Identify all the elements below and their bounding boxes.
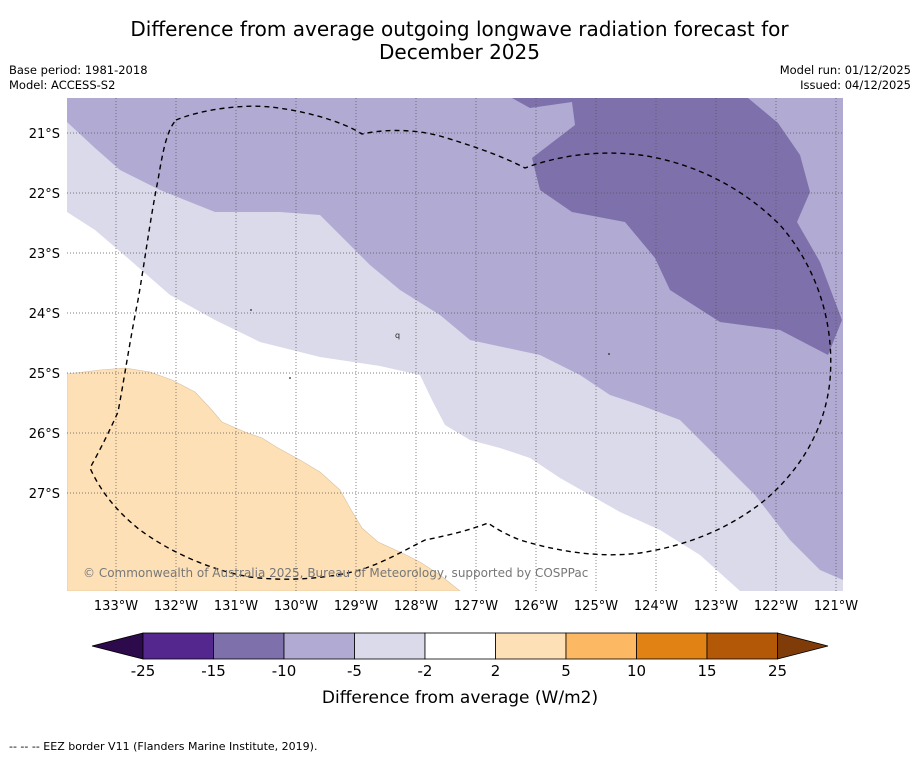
colorbar-segment-2 xyxy=(213,632,285,660)
band-2-5 xyxy=(67,367,461,591)
colorbar-segment-5 xyxy=(424,632,496,660)
chart-title: Difference from average outgoing longwav… xyxy=(0,18,919,64)
band-minus15-minus10 xyxy=(512,98,842,355)
colorbar-segment-9 xyxy=(706,632,778,660)
colorbar-under-triangle xyxy=(91,632,144,660)
title-line-2: December 2025 xyxy=(379,40,540,64)
lon-label-121: 121°W xyxy=(814,599,858,614)
lat-label-23: 23°S xyxy=(29,247,60,262)
islet-1 xyxy=(250,309,252,311)
colorbar-segment-1 xyxy=(142,632,214,660)
model-run: Model run: 01/12/2025 xyxy=(779,63,911,77)
colorbar-tick-2: -10 xyxy=(272,662,297,680)
lat-label-26: 26°S xyxy=(29,427,60,442)
lat-label-24: 24°S xyxy=(29,307,60,322)
colorbar-tick-0: -25 xyxy=(131,662,156,680)
islet-label: q xyxy=(395,331,400,340)
colorbar-tick-7: 10 xyxy=(627,662,646,680)
colorbar-tick-3: -5 xyxy=(347,662,362,680)
lon-label-125: 125°W xyxy=(574,599,618,614)
copyright-text: © Commonwealth of Australia 2025, Bureau… xyxy=(83,566,588,580)
base-period: Base period: 1981-2018 xyxy=(9,63,148,77)
issued-date: Issued: 04/12/2025 xyxy=(800,78,911,92)
map: © Commonwealth of Australia 2025, Bureau… xyxy=(29,98,858,614)
meta-right: Model run: 01/12/2025 Issued: 04/12/2025 xyxy=(780,63,911,93)
colorbar-segment-6 xyxy=(495,632,567,660)
lon-label-124: 124°W xyxy=(634,599,678,614)
lon-label-122: 122°W xyxy=(754,599,798,614)
colorbar-tick-4: -2 xyxy=(418,662,433,680)
colorbar: -25 -15 -10 -5 -2 2 5 10 15 25 Differenc… xyxy=(91,632,829,708)
eez-border xyxy=(89,105,832,580)
lat-label-22: 22°S xyxy=(29,187,60,202)
title-line-1: Difference from average outgoing longwav… xyxy=(130,17,789,41)
colorbar-over-triangle xyxy=(777,632,829,660)
meta-left: Base period: 1981-2018 Model: ACCESS-S2 xyxy=(9,63,148,93)
gridlines xyxy=(67,98,843,591)
colorbar-segment-8 xyxy=(636,632,708,660)
lon-label-129: 129°W xyxy=(334,599,378,614)
lat-label-25: 25°S xyxy=(29,367,60,382)
islet-3 xyxy=(608,353,610,355)
colorbar-tick-5: 2 xyxy=(491,662,501,680)
map-fill xyxy=(67,98,843,591)
colorbar-segment-7 xyxy=(565,632,637,660)
lon-label-127: 127°W xyxy=(454,599,498,614)
islet-2 xyxy=(289,377,291,379)
colorbar-label: Difference from average (W/m2) xyxy=(322,688,598,708)
lon-label-133: 133°W xyxy=(94,599,138,614)
model-name: Model: ACCESS-S2 xyxy=(9,78,116,92)
colorbar-tick-1: -15 xyxy=(201,662,226,680)
colorbar-tick-9: 25 xyxy=(768,662,787,680)
lon-label-130: 130°W xyxy=(274,599,318,614)
lat-label-21: 21°S xyxy=(29,127,60,142)
colorbar-tick-6: 5 xyxy=(561,662,571,680)
lon-label-132: 132°W xyxy=(154,599,198,614)
colorbar-tick-8: 15 xyxy=(697,662,716,680)
lat-label-27: 27°S xyxy=(29,487,60,502)
lon-label-126: 126°W xyxy=(514,599,558,614)
lon-label-123: 123°W xyxy=(694,599,738,614)
colorbar-segment-4 xyxy=(354,632,426,660)
lon-label-128: 128°W xyxy=(394,599,438,614)
colorbar-segment-3 xyxy=(283,632,355,660)
eez-legend-footer: -- -- -- EEZ border V11 (Flanders Marine… xyxy=(9,740,318,753)
lon-label-131: 131°W xyxy=(214,599,258,614)
